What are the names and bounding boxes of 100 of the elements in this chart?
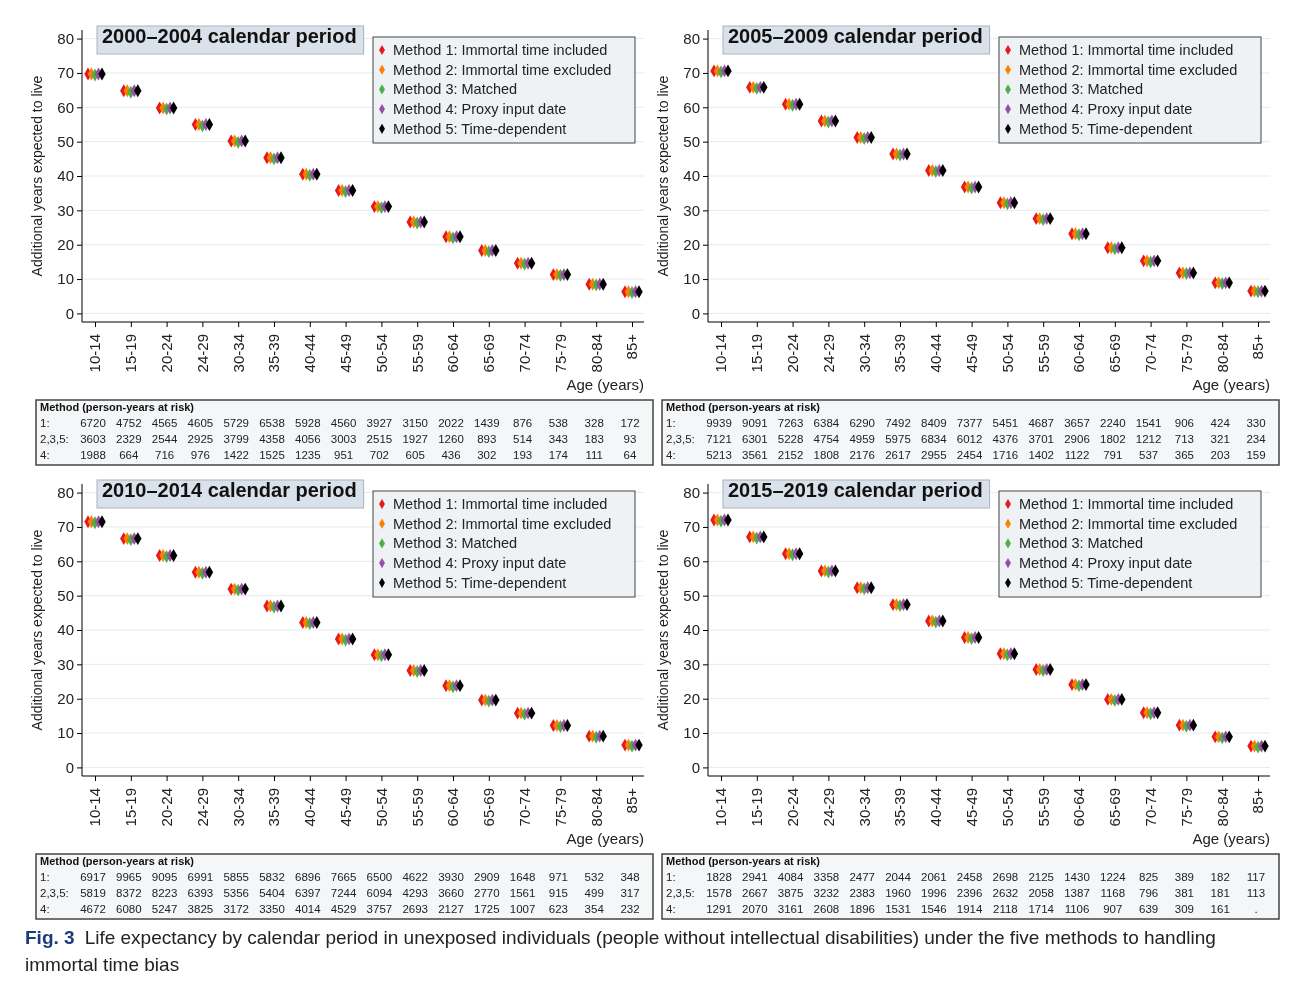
x-tick-label: 65-69 xyxy=(1106,334,1124,373)
y-tick-label: 80 xyxy=(683,29,700,47)
legend-label: Method 5: Time-dependent xyxy=(393,574,567,591)
y-tick-label: 30 xyxy=(683,201,700,219)
legend-label: Method 2: Immortal time excluded xyxy=(1019,61,1238,78)
y-tick-label: 20 xyxy=(57,690,74,708)
y-tick-label: 10 xyxy=(57,724,74,742)
y-tick-label: 40 xyxy=(57,167,74,185)
x-tick-label: 15-19 xyxy=(748,788,766,827)
text: 2,3,5: 5819 8372 8223 6393 5356 5404 6397 7244 6094 4293 3660 2770 1561 915 499 317 xyxy=(40,887,640,899)
legend-label: Method 2: Immortal time excluded xyxy=(1019,515,1238,532)
y-tick-label: 60 xyxy=(57,98,74,116)
y-axis-title: Additional years expected to live xyxy=(655,529,671,731)
x-axis-title: Age (years) xyxy=(1192,830,1270,847)
y-tick-label: 20 xyxy=(57,236,74,254)
legend-label: Method 1: Immortal time included xyxy=(1019,42,1234,58)
x-tick-label: 70-74 xyxy=(515,334,533,373)
x-tick-label: 15-19 xyxy=(122,788,140,827)
y-tick-label: 10 xyxy=(683,724,700,742)
x-tick-label: 35-39 xyxy=(265,334,283,373)
x-tick-label: 30-34 xyxy=(229,334,247,373)
x-tick-label: 50-54 xyxy=(998,334,1016,373)
x-tick-label: 75-79 xyxy=(1177,788,1195,827)
y-axis-title: Additional years expected to live xyxy=(29,75,45,277)
x-tick-label: 70-74 xyxy=(1141,334,1159,373)
legend-label: Method 1: Immortal time included xyxy=(393,42,608,58)
x-tick-label: 40-44 xyxy=(927,788,945,827)
x-tick-label: 80-84 xyxy=(1213,334,1231,373)
y-tick-label: 0 xyxy=(691,758,700,776)
x-tick-label: 70-74 xyxy=(515,788,533,827)
caption: Fig. 3 xyxy=(25,927,75,948)
x-tick-label: 80-84 xyxy=(587,334,605,373)
chart-title: 2000–2004 calendar period xyxy=(102,25,357,47)
chart-title: 2015–2019 calendar period xyxy=(728,479,983,501)
x-tick-label: 60-64 xyxy=(1070,334,1088,373)
x-tick-label: 50-54 xyxy=(998,788,1016,827)
x-tick-label: 10-14 xyxy=(712,788,730,827)
x-tick-label: 30-34 xyxy=(855,788,873,827)
x-tick-label: 24-29 xyxy=(819,334,837,373)
y-axis-title: Additional years expected to live xyxy=(29,529,45,731)
y-tick-label: 30 xyxy=(57,655,74,673)
y-tick-label: 60 xyxy=(683,552,700,570)
text: 2,3,5: 3603 2329 2544 2925 3799 4358 4056 3003 2515 1927 1260 893 514 343 183 93 xyxy=(40,433,637,445)
text: Method (person-years at risk) xyxy=(666,401,821,413)
x-tick-label: 55-59 xyxy=(1034,334,1052,373)
x-tick-label: 15-19 xyxy=(122,334,140,373)
text: 1: 9939 9091 7263 6384 6290 7492 8409 7377 5451 4687 3657 2240 1541 906 424 330 xyxy=(666,417,1266,429)
x-tick-label: 15-19 xyxy=(748,334,766,373)
legend-label: Method 5: Time-dependent xyxy=(1019,120,1193,137)
x-tick-label: 55-59 xyxy=(408,334,426,373)
legend-label: Method 3: Matched xyxy=(393,81,518,98)
y-axis-title: Additional years expected to live xyxy=(655,75,671,277)
y-tick-label: 20 xyxy=(683,690,700,708)
x-tick-label: 55-59 xyxy=(408,788,426,827)
x-tick-label: 10-14 xyxy=(86,788,104,827)
x-tick-label: 35-39 xyxy=(891,788,909,827)
x-tick-label: 24-29 xyxy=(819,788,837,827)
x-tick-label: 30-34 xyxy=(855,334,873,373)
x-tick-label: 85+ xyxy=(1249,787,1267,814)
chart-title: 2005–2009 calendar period xyxy=(728,25,983,47)
y-tick-label: 10 xyxy=(683,270,700,288)
y-tick-label: 0 xyxy=(65,758,74,776)
x-tick-label: 85+ xyxy=(623,333,641,360)
text: Method (person-years at risk) xyxy=(666,855,821,867)
y-tick-label: 70 xyxy=(683,64,700,82)
legend-label: Method 2: Immortal time excluded xyxy=(393,515,612,532)
text: 4: 1988 664 716 976 1422 1525 1235 951 702 605 436 302 193 174 111 64 xyxy=(40,449,637,461)
legend-label: Method 5: Time-dependent xyxy=(1019,574,1193,591)
x-tick-label: 20-24 xyxy=(157,788,175,827)
x-tick-label: 40-44 xyxy=(301,788,319,827)
legend-label: Method 4: Proxy input date xyxy=(393,101,567,118)
y-tick-label: 0 xyxy=(691,304,700,322)
legend-label: Method 4: Proxy input date xyxy=(1019,555,1193,572)
text: 4: 5213 3561 2152 1808 2176 2617 2955 2454 1716 1402 1122 791 537 365 203 159 xyxy=(666,449,1266,461)
text: 1: 1828 2941 4084 3358 2477 2044 2061 2458 2698 2125 1430 1224 825 389 182 117 xyxy=(666,871,1266,883)
text: Method (person-years at risk) xyxy=(40,401,195,413)
legend-label: Method 2: Immortal time excluded xyxy=(393,61,612,78)
text: 1: 6917 9965 9095 6991 5855 5832 6896 7665 6500 4622 3930 2909 1648 971 532 348 xyxy=(40,871,640,883)
x-tick-label: 60-64 xyxy=(444,788,462,827)
y-tick-label: 40 xyxy=(683,167,700,185)
x-tick-label: 45-49 xyxy=(962,788,980,827)
y-tick-label: 50 xyxy=(57,586,74,604)
x-tick-label: 60-64 xyxy=(1070,788,1088,827)
x-tick-label: 50-54 xyxy=(372,788,390,827)
text: 2,3,5: 1578 2667 3875 3232 2383 1960 1996 2396 2632 2058 1387 1168 796 381 181 113 xyxy=(666,887,1266,899)
y-tick-label: 40 xyxy=(683,621,700,639)
x-tick-label: 24-29 xyxy=(193,334,211,373)
x-tick-label: 65-69 xyxy=(480,788,498,827)
text: 1: 6720 4752 4565 4605 5729 6538 5928 4560 3927 3150 2022 1439 876 538 328 172 xyxy=(40,417,640,429)
y-tick-label: 80 xyxy=(57,29,74,47)
x-tick-label: 65-69 xyxy=(480,334,498,373)
y-tick-label: 60 xyxy=(57,552,74,570)
x-tick-label: 85+ xyxy=(1249,333,1267,360)
legend-label: Method 4: Proxy input date xyxy=(393,555,567,572)
y-tick-label: 70 xyxy=(57,64,74,82)
legend-label: Method 3: Matched xyxy=(1019,81,1144,98)
y-tick-label: 0 xyxy=(65,304,74,322)
x-tick-label: 45-49 xyxy=(962,334,980,373)
x-tick-label: 50-54 xyxy=(372,334,390,373)
x-tick-label: 80-84 xyxy=(587,788,605,827)
